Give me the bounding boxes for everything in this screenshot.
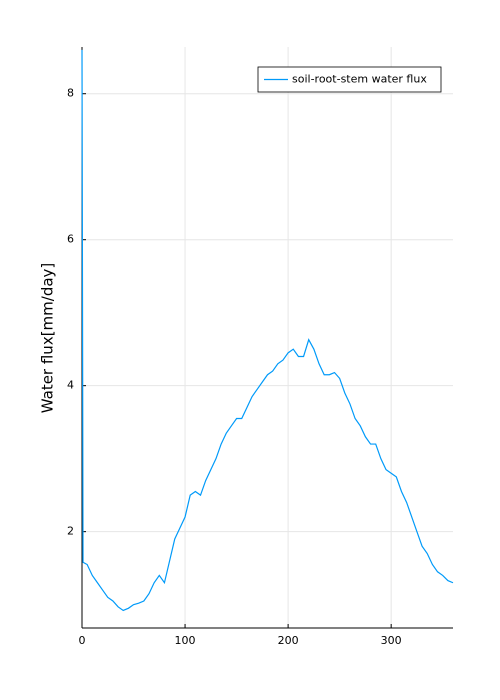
x-tick-label: 100: [175, 634, 196, 647]
y-tick-label: 8: [67, 87, 74, 100]
data-line: [81, 49, 454, 612]
x-tick-label: 0: [79, 634, 86, 647]
x-tick-label: 200: [278, 634, 299, 647]
legend-label: soil-root-stem water flux: [292, 73, 427, 86]
y-tick-label: 6: [67, 233, 74, 246]
y-tick-label: 2: [67, 525, 74, 538]
y-tick-label: 4: [67, 379, 74, 392]
legend-box: [257, 66, 442, 93]
y-axis-label: Water flux[mm/day]: [39, 263, 57, 414]
x-tick-label: 300: [381, 634, 402, 647]
